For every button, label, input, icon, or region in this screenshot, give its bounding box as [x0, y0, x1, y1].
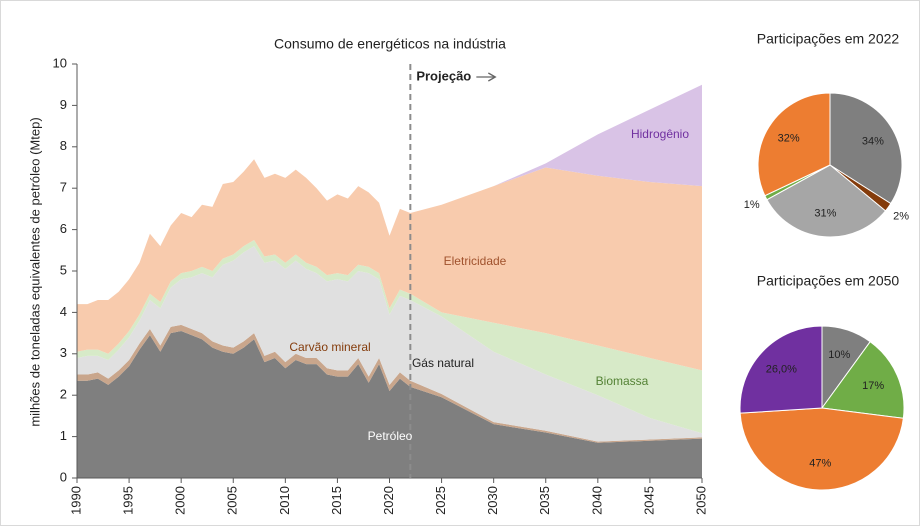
y-axis-label: milhões de toneladas equivalentes de pet… — [27, 117, 42, 426]
pie-slice — [739, 407, 904, 491]
area — [77, 246, 702, 442]
x-tick-label: 2000 — [173, 486, 188, 515]
pie-title: Participações em 2050 — [757, 273, 900, 289]
x-tick-label: 1995 — [121, 486, 136, 515]
x-tick-label: 1990 — [68, 486, 83, 515]
x-tick-label: 2040 — [589, 486, 604, 515]
pie-label: 31% — [814, 208, 836, 220]
x-tick-label: 2005 — [225, 486, 240, 515]
pie-slice — [757, 92, 831, 197]
x-tick-label: 2050 — [693, 486, 708, 515]
y-tick-label: 0 — [60, 469, 67, 484]
pie-slice — [739, 325, 823, 414]
y-tick-label: 2 — [60, 387, 67, 402]
x-tick-label: 2045 — [641, 486, 656, 515]
y-tick-label: 9 — [60, 97, 67, 112]
pie-label: 34% — [862, 135, 884, 147]
series-label: Eletricidade — [444, 254, 507, 268]
annotation: Projeção — [416, 68, 471, 83]
area — [77, 331, 702, 478]
pie-label: 10% — [828, 349, 850, 361]
series-label: Hidrogênio — [631, 127, 689, 141]
x-tick-label: 2020 — [381, 486, 396, 515]
series-label: Carvão mineral — [289, 340, 370, 354]
x-tick-label: 2015 — [329, 486, 344, 515]
x-tick-label: 2030 — [485, 486, 500, 515]
y-tick-label: 1 — [60, 428, 67, 443]
pie-label: 32% — [778, 133, 800, 145]
x-tick-label: 2010 — [277, 486, 292, 515]
x-tick-label: 2035 — [537, 486, 552, 515]
series-label: Petróleo — [368, 429, 413, 443]
series-label: Gás natural — [412, 356, 474, 370]
pie-label: 47% — [809, 458, 831, 470]
pie-label: 1% — [744, 199, 760, 211]
y-tick-label: 5 — [60, 262, 67, 277]
pie-title: Participações em 2022 — [757, 31, 900, 47]
pie-slice — [766, 164, 887, 238]
y-tick-label: 3 — [60, 345, 67, 360]
pie-label: 2% — [893, 211, 909, 223]
pie-slice — [821, 340, 905, 419]
y-tick-label: 10 — [53, 55, 67, 70]
pie-label: 26,0% — [766, 364, 797, 376]
y-tick-label: 6 — [60, 221, 67, 236]
pie-label: 17% — [862, 380, 884, 392]
annotation-arrow — [476, 72, 497, 82]
y-tick-label: 4 — [60, 304, 67, 319]
y-tick-label: 8 — [60, 138, 67, 153]
y-tick-label: 7 — [60, 180, 67, 195]
area — [77, 159, 702, 371]
series-label: Biomassa — [596, 374, 649, 388]
chart-title: Consumo de energéticos na indústria — [274, 36, 506, 52]
x-tick-label: 2025 — [433, 486, 448, 515]
